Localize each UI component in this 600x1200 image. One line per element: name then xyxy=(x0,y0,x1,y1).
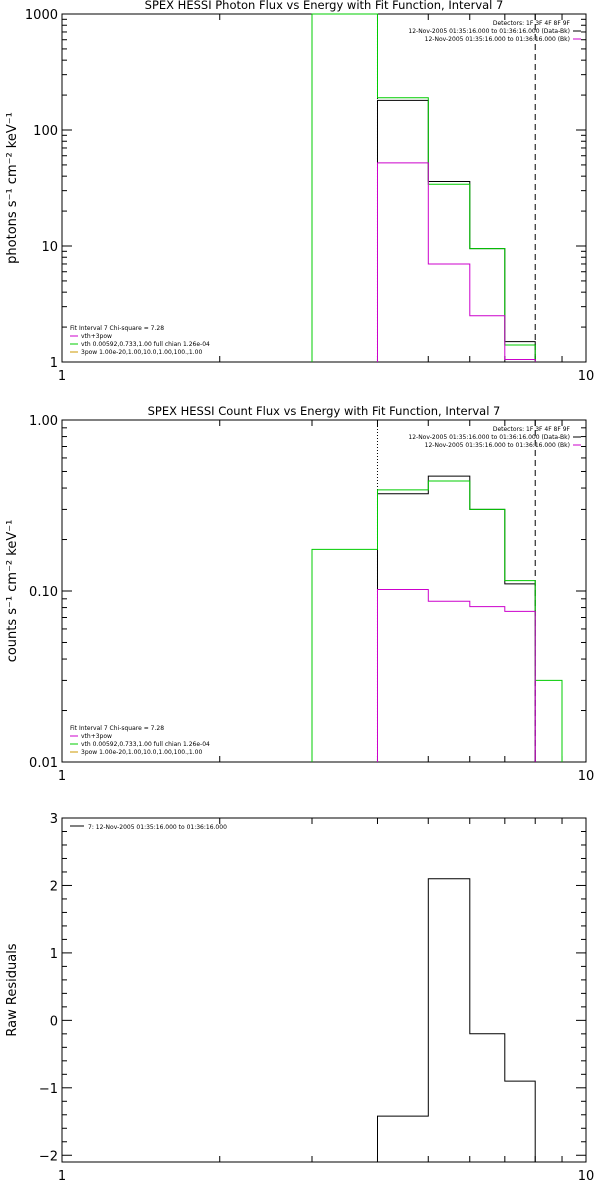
chart2-ytick-label: 0.10 xyxy=(29,585,58,600)
chart2-title: SPEX HESSI Count Flux vs Energy with Fit… xyxy=(148,404,501,418)
chart1-ytick-label: 10 xyxy=(41,240,58,255)
chart2-fit-legend-entry: Fit Interval 7 Chi-square = 7.28 xyxy=(70,725,164,732)
chart3-series-1-step xyxy=(377,878,536,1162)
chart1-fit-legend-entry: vth 0.00592,0.733,1.00 full chian 1.26e-… xyxy=(81,341,210,348)
chart3-ytick-label: −2 xyxy=(39,1149,58,1164)
chart1-top-legend-entry: 12-Nov-2005 01:35:16.000 to 01:36:16.000… xyxy=(408,28,570,35)
chart1-xtick-label: 10 xyxy=(578,369,595,384)
chart3-ytick-label: 1 xyxy=(50,947,58,962)
chart3-ytick-label: 0 xyxy=(50,1014,58,1029)
chart3-ytick-label: 3 xyxy=(50,812,58,827)
chart2-top-legend-entry: 12-Nov-2005 01:35:16.000 to 01:36:16.000… xyxy=(425,442,570,449)
chart2-ytick-label: 0.01 xyxy=(29,756,58,771)
chart1-xtick-label: 1 xyxy=(58,369,66,384)
chart2-ylabel: counts s⁻¹ cm⁻² keV⁻¹ xyxy=(5,520,20,663)
chart3-ylabel: Raw Residuals xyxy=(5,943,20,1036)
chart2-fit-legend-entry: vth+3pow xyxy=(81,733,112,740)
chart2-fit-legend-entry: vth 0.00592,0.733,1.00 full chian 1.26e-… xyxy=(81,741,210,748)
chart1-ytick-label: 100 xyxy=(33,124,58,139)
chart1-series-2-step xyxy=(311,13,536,362)
chart3-ytick-label: 2 xyxy=(50,879,58,894)
chart3-xtick-label: 10 xyxy=(578,1169,595,1184)
chart1-fit-legend-entry: vth+3pow xyxy=(81,333,112,340)
chart3-legend-entry: 7: 12-Nov-2005 01:35:16.000 to 01:36:16.… xyxy=(88,824,227,831)
chart1-ylabel: photons s⁻¹ cm⁻² keV⁻¹ xyxy=(5,112,20,264)
chart1-top-legend-entry: Detectors: 1F 3F 4F 8F 9F xyxy=(493,20,571,27)
chart3-xtick-label: 1 xyxy=(58,1169,66,1184)
chart1-fit-legend-entry: Fit Interval 7 Chi-square = 7.28 xyxy=(70,325,164,332)
chart1-ytick-label: 1000 xyxy=(25,8,58,23)
chart2-xtick-label: 1 xyxy=(58,769,66,784)
chart1-ytick-label: 1 xyxy=(50,356,58,371)
chart3-ytick-label: −1 xyxy=(39,1082,58,1097)
chart2-xtick-label: 10 xyxy=(578,769,595,784)
chart1-fit-legend-entry: 3pow 1.00e-20,1.00,10.0,1.00,100.,1.00 xyxy=(81,349,202,356)
chart1-top-legend-entry: 12-Nov-2005 01:35:16.000 to 01:36:16.000… xyxy=(425,36,570,43)
chart1-series-3-step xyxy=(377,162,536,362)
chart1-title: SPEX HESSI Photon Flux vs Energy with Fi… xyxy=(145,0,504,12)
chart2-series-3-step xyxy=(377,589,536,762)
chart2-top-legend-entry: 12-Nov-2005 01:35:16.000 to 01:36:16.000… xyxy=(408,434,570,441)
chart2-top-legend-entry: Detectors: 1F 3F 4F 8F 9F xyxy=(493,426,571,433)
chart2-ytick-label: 1.00 xyxy=(29,414,58,429)
chart3-plot-frame xyxy=(61,817,587,1163)
chart2-fit-legend-entry: 3pow 1.00e-20,1.00,10.0,1.00,100.,1.00 xyxy=(81,749,202,756)
